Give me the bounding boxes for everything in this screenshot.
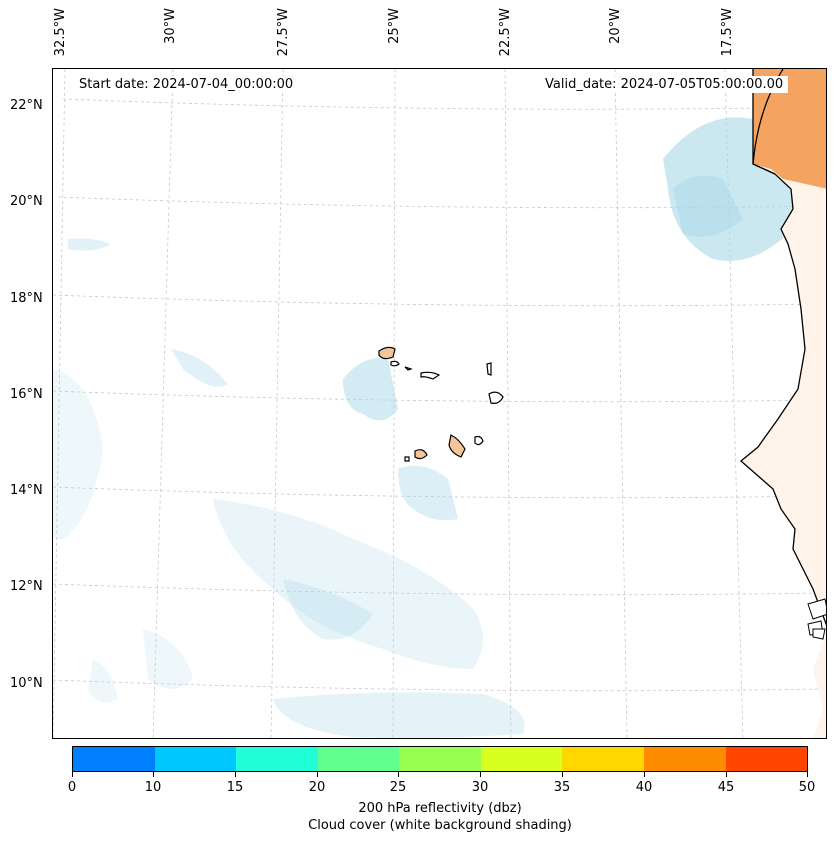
colorbar-segment bbox=[643, 747, 726, 771]
colorbar-tick-label-25: 25 bbox=[389, 780, 407, 795]
gridlines bbox=[53, 69, 826, 738]
colorbar-tick bbox=[153, 772, 154, 777]
colorbar-segment bbox=[562, 747, 644, 771]
colorbar-tick-label-20: 20 bbox=[308, 780, 326, 795]
valid-date-label: Valid_date: 2024-07-05T05:00:00.00 bbox=[540, 76, 789, 93]
colorbar-tick bbox=[317, 772, 318, 777]
lat-label-14n: 14°N bbox=[10, 483, 43, 498]
lon-label-25w: 25°W bbox=[387, 8, 402, 44]
lon-label-22-5w: 22.5°W bbox=[498, 8, 513, 57]
cloud-cover-shading bbox=[53, 117, 793, 738]
colorbar-tick-label-45: 45 bbox=[717, 780, 735, 795]
cape-verde-islands bbox=[378, 346, 504, 462]
lon-label-20w: 20°W bbox=[608, 8, 623, 44]
colorbar-title: 200 hPa reflectivity (dbz) bbox=[358, 801, 522, 816]
island-sao-nicolau bbox=[420, 371, 441, 380]
colorbar-tick-label-15: 15 bbox=[226, 780, 244, 795]
colorbar-tick bbox=[807, 772, 808, 777]
island-brava bbox=[404, 456, 410, 462]
land-masses bbox=[739, 69, 826, 738]
island-maio bbox=[474, 435, 484, 446]
start-date-label: Start date: 2024-07-04_00:00:00 bbox=[74, 76, 299, 93]
africa-land bbox=[741, 69, 826, 738]
colorbar-tick bbox=[235, 772, 236, 777]
island-fogo bbox=[414, 449, 428, 460]
colorbar-tick-label-40: 40 bbox=[635, 780, 653, 795]
island-sal bbox=[486, 362, 492, 376]
colorbar-segment bbox=[725, 747, 808, 771]
colorbar-subtitle: Cloud cover (white background shading) bbox=[308, 818, 572, 833]
colorbar-tick bbox=[480, 772, 481, 777]
colorbar-segment bbox=[317, 747, 400, 771]
lon-label-17-5w: 17.5°W bbox=[720, 8, 735, 57]
lon-label-27-5w: 27.5°W bbox=[276, 8, 291, 57]
map-panel bbox=[52, 68, 827, 739]
colorbar-segment bbox=[480, 747, 563, 771]
island-sao-vicente bbox=[390, 360, 400, 367]
colorbar-tick bbox=[562, 772, 563, 777]
colorbar-tick bbox=[398, 772, 399, 777]
colorbar-segment bbox=[236, 747, 318, 771]
coastline bbox=[739, 69, 826, 626]
colorbar-tick-label-35: 35 bbox=[553, 780, 571, 795]
colorbar-tick-label-30: 30 bbox=[471, 780, 489, 795]
lat-label-20n: 20°N bbox=[10, 194, 43, 209]
lat-label-18n: 18°N bbox=[10, 291, 43, 306]
lon-label-32-5w: 32.5°W bbox=[53, 8, 68, 57]
lat-label-22n: 22°N bbox=[10, 98, 43, 113]
colorbar-segment bbox=[154, 747, 237, 771]
sahara-reflectivity bbox=[753, 69, 826, 189]
lon-label-30w: 30°W bbox=[163, 8, 178, 44]
colorbar-segment bbox=[399, 747, 481, 771]
colorbar-tick bbox=[644, 772, 645, 777]
lat-label-10n: 10°N bbox=[10, 676, 43, 691]
colorbar-tick-label-50: 50 bbox=[798, 780, 816, 795]
island-santiago bbox=[448, 434, 466, 458]
colorbar-tick bbox=[726, 772, 727, 777]
colorbar bbox=[72, 746, 808, 772]
lat-label-16n: 16°N bbox=[10, 387, 43, 402]
island-santo-antao bbox=[378, 346, 396, 360]
colorbar-segment bbox=[73, 747, 155, 771]
island-boa-vista bbox=[488, 391, 504, 404]
colorbar-tick-label-0: 0 bbox=[67, 780, 77, 795]
colorbar-tick-label-10: 10 bbox=[144, 780, 162, 795]
map-canvas bbox=[53, 69, 826, 738]
colorbar-tick bbox=[72, 772, 73, 777]
lat-label-12n: 12°N bbox=[10, 579, 43, 594]
island-santa-luzia bbox=[404, 366, 413, 371]
